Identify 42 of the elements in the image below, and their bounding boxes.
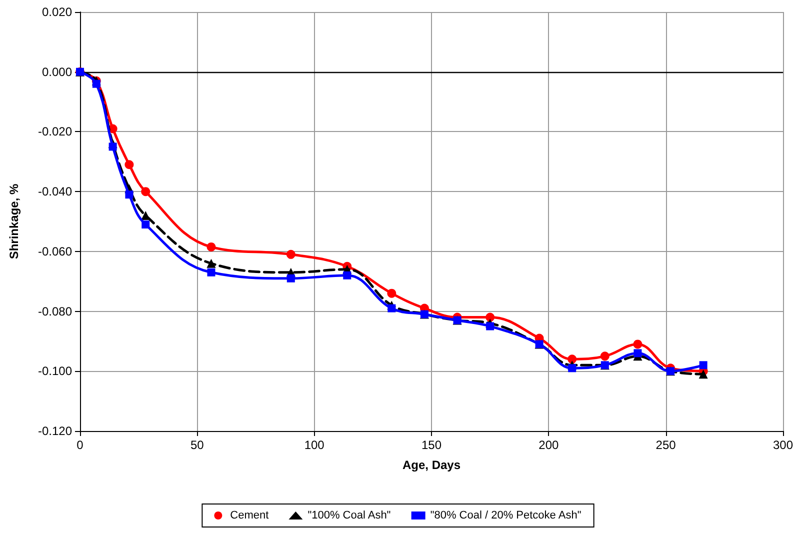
y-tick-label: -0.060 bbox=[38, 244, 72, 258]
point bbox=[568, 364, 576, 372]
y-tick-label: -0.100 bbox=[38, 364, 72, 378]
point bbox=[206, 242, 216, 252]
point bbox=[388, 304, 396, 312]
point bbox=[633, 340, 642, 349]
x-tick-label: 50 bbox=[190, 438, 204, 452]
y-tick-label: -0.040 bbox=[38, 184, 72, 199]
y-tick-label: -0.020 bbox=[38, 124, 72, 139]
point bbox=[568, 354, 577, 364]
legend-label: "80% Coal / 20% Petcoke Ash" bbox=[430, 510, 582, 522]
x-tick-label: 0 bbox=[76, 438, 84, 452]
y-tick-label: 0.020 bbox=[42, 5, 72, 19]
legend-label: Cement bbox=[230, 510, 269, 522]
point bbox=[699, 361, 708, 370]
point bbox=[634, 349, 642, 358]
point bbox=[125, 190, 134, 199]
point bbox=[343, 271, 352, 280]
point bbox=[92, 80, 100, 88]
point bbox=[286, 250, 296, 259]
point bbox=[142, 220, 150, 228]
point bbox=[486, 312, 495, 322]
y-tick-label: 0.000 bbox=[42, 64, 72, 79]
x-tick-label: 100 bbox=[304, 438, 325, 452]
point bbox=[206, 258, 216, 268]
legend-label: "100% Coal Ash" bbox=[308, 510, 391, 522]
point bbox=[124, 160, 134, 170]
point bbox=[486, 322, 494, 330]
point bbox=[286, 274, 295, 282]
point bbox=[207, 268, 216, 276]
x-tick-label: 200 bbox=[538, 438, 559, 452]
point bbox=[387, 288, 396, 298]
y-tick-label: -0.120 bbox=[38, 424, 72, 438]
x-axis-title: Age, Days bbox=[402, 458, 461, 472]
point bbox=[600, 352, 610, 361]
point bbox=[141, 187, 150, 196]
y-axis-title: Shrinkage, % bbox=[7, 183, 21, 260]
x-tick-label: 250 bbox=[656, 438, 676, 452]
point bbox=[698, 370, 708, 379]
y-tick-label: -0.080 bbox=[38, 304, 72, 318]
x-tick-label: 150 bbox=[421, 438, 442, 452]
x-tick-label: 300 bbox=[772, 438, 794, 452]
